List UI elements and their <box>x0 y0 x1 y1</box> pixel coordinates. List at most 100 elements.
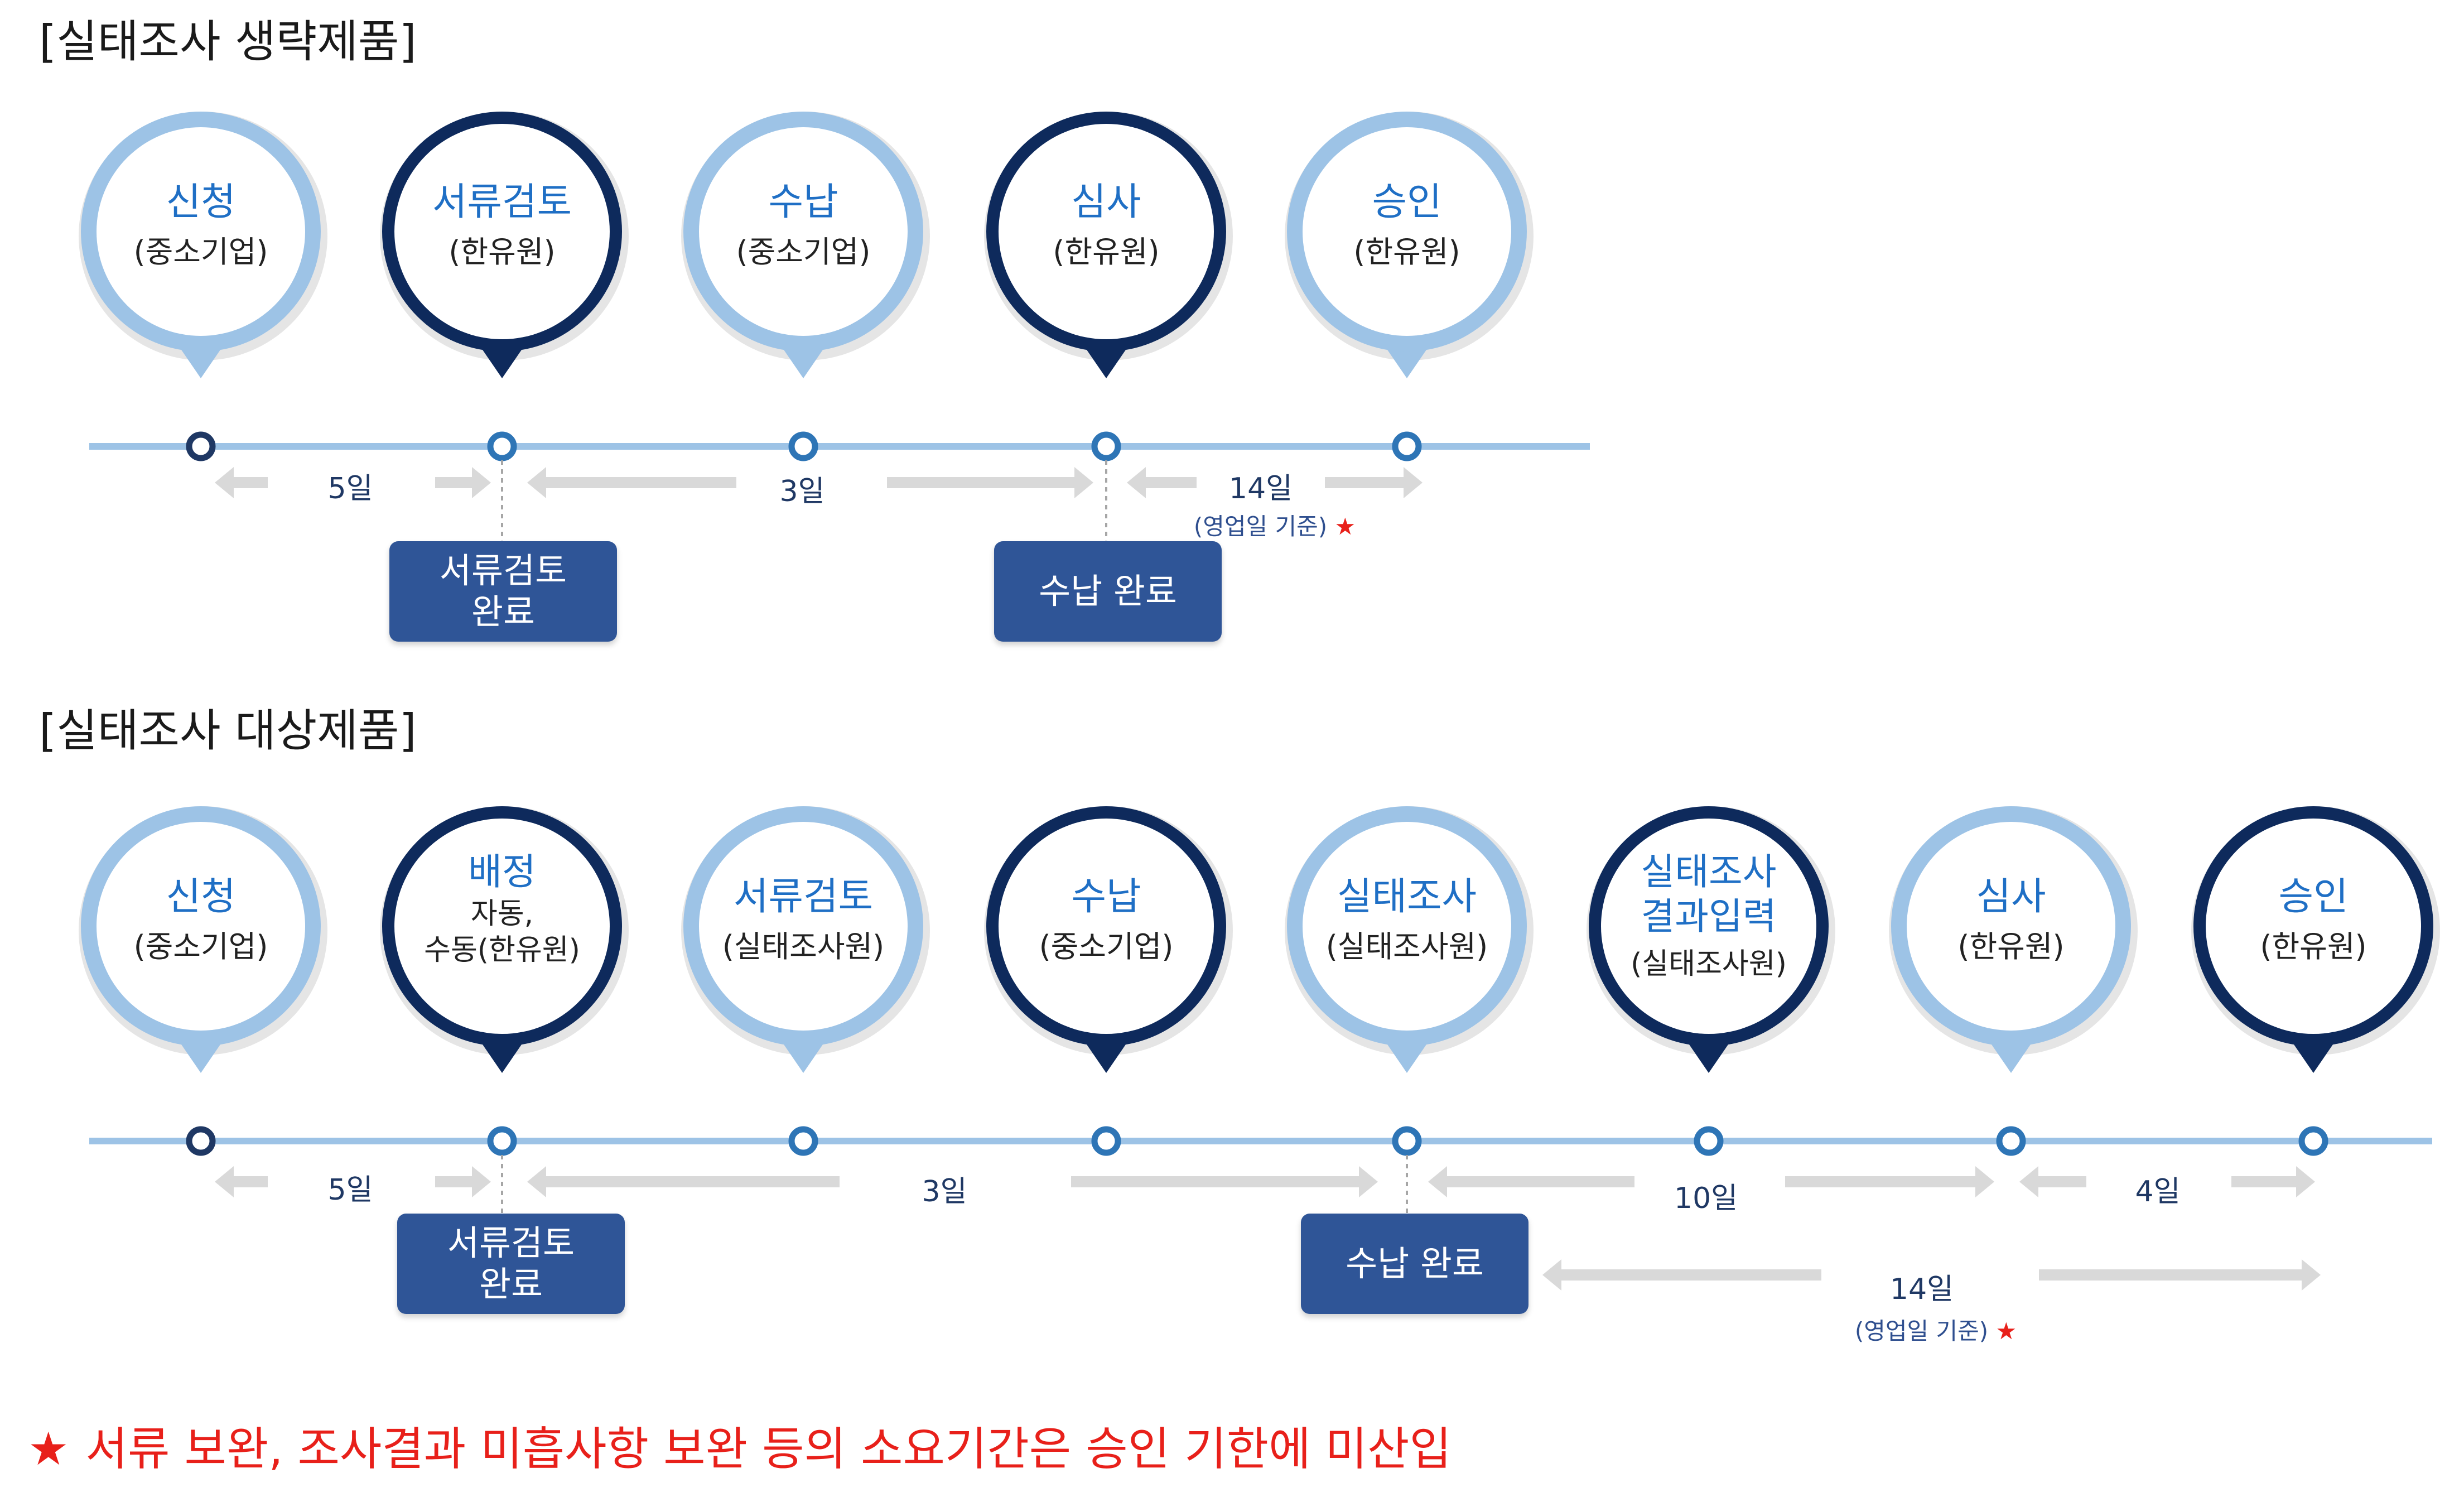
step-pin <box>1285 112 1534 378</box>
timeline-node <box>788 1126 818 1156</box>
duration-label: 3일 <box>779 475 825 508</box>
timeline-node <box>2298 1126 2328 1156</box>
duration-label: 5일 <box>327 1173 373 1207</box>
arrow-head <box>1359 1166 1378 1197</box>
arrow-head <box>2296 1166 2315 1197</box>
step-name: 수납 <box>768 180 838 224</box>
arrow-shaft <box>1142 477 1197 488</box>
step-pin <box>681 112 930 378</box>
duration-arrow-right <box>1071 1166 1378 1197</box>
duration-arrow-left <box>1127 467 1197 498</box>
star-icon: ★ <box>28 1423 69 1476</box>
step-owner: (중소기업) <box>134 234 268 269</box>
duration-label: 4일 <box>2135 1175 2181 1209</box>
arrow-shaft <box>1444 1176 1634 1187</box>
pin-face <box>1601 819 1816 1034</box>
pin-face <box>394 819 610 1034</box>
duration-arrow-right <box>2039 1259 2321 1291</box>
duration-label: 5일 <box>327 472 373 506</box>
step-owner: (한유원) <box>1353 234 1460 269</box>
timeline-node <box>1091 431 1121 461</box>
duration-label: 10일 <box>1674 1182 1738 1215</box>
step-owner: (한유원) <box>1053 234 1159 269</box>
payment-complete-box: 수납 완료 <box>994 541 1222 642</box>
box-line: 완료 <box>471 591 536 632</box>
step-pin <box>681 806 930 1073</box>
arrow-shaft <box>1325 477 1407 488</box>
duration-arrow-left <box>1542 1259 1821 1291</box>
arrow-shaft <box>2035 1176 2086 1187</box>
step-owner: (실태조사원) <box>722 929 885 964</box>
arrow-head <box>1074 467 1093 498</box>
timeline-node <box>186 431 216 461</box>
step-pin <box>984 112 1233 378</box>
timeline-node <box>487 431 517 461</box>
payment-complete-box-2: 수납 완료 <box>1301 1214 1528 1314</box>
arrow-shaft <box>543 1176 840 1187</box>
step-pin <box>1587 806 1835 1073</box>
step-owner: (중소기업) <box>134 929 268 964</box>
arrow-shaft <box>2231 1176 2299 1187</box>
arrow-shaft <box>435 477 475 488</box>
duration-arrow-left <box>2019 1166 2086 1197</box>
pin-face <box>699 822 908 1031</box>
step-owner: 수동(한유원) <box>424 933 580 967</box>
timeline-node <box>487 1126 517 1156</box>
note-text: (영업일 기준) <box>1854 1317 1989 1345</box>
pin-face <box>2206 819 2421 1034</box>
duration-arrow-right <box>435 1166 491 1197</box>
pin-face <box>97 822 305 1031</box>
box-line: 서류검토 <box>447 1222 575 1263</box>
step-pin <box>380 112 629 378</box>
step-owner: (한유원) <box>1957 929 2064 964</box>
timeline-node <box>788 431 818 461</box>
duration-arrow-right <box>435 467 491 498</box>
arrow-shaft <box>1785 1176 1979 1187</box>
timeline-node <box>1996 1126 2026 1156</box>
arrow-head <box>2019 1166 2038 1197</box>
step-name: 승인 <box>2278 875 2348 919</box>
duration-label: 3일 <box>922 1175 967 1209</box>
duration-arrow-left <box>527 467 736 498</box>
timeline-node <box>1392 1126 1422 1156</box>
arrow-head <box>215 467 234 498</box>
arrow-head <box>527 467 546 498</box>
arrow-shaft <box>230 1176 268 1187</box>
note-text: (영업일 기준) <box>1193 513 1328 540</box>
step-name: 실태조사 <box>1641 850 1777 893</box>
pin-face <box>999 819 1214 1034</box>
step-pin <box>380 806 629 1073</box>
arrow-head <box>472 467 491 498</box>
arrow-head <box>215 1166 234 1197</box>
arrow-shaft <box>1071 1176 1362 1187</box>
box-line: 수납 완료 <box>1039 570 1177 612</box>
arrow-head <box>472 1166 491 1197</box>
box-line: 완료 <box>479 1264 543 1305</box>
duration-arrow-left <box>215 467 268 498</box>
step-owner: (중소기업) <box>736 234 871 269</box>
section-title-target: [실태조사 대상제품] <box>39 705 417 757</box>
pin-face <box>1303 127 1511 336</box>
duration-arrow-left <box>527 1166 840 1197</box>
step-pin <box>79 112 327 378</box>
step-pin <box>79 806 327 1073</box>
arrow-head <box>1975 1166 1994 1197</box>
pin-face <box>97 127 305 336</box>
pin-face <box>999 124 1214 339</box>
step-name: 승인 <box>1372 180 1441 224</box>
step-name: 수납 <box>1071 875 1141 919</box>
footnote: ★ 서류 보완, 조사결과 미흡사항 보완 등의 소요기간은 승인 기한에 미산입 <box>28 1412 1452 1478</box>
step-owner: (한유원) <box>449 234 555 269</box>
pin-face <box>1907 822 2115 1031</box>
step-name: 심사 <box>1071 180 1141 224</box>
step-name: 서류검토 <box>734 875 873 919</box>
step-owner: (한유원) <box>2260 929 2366 964</box>
arrow-shaft <box>2039 1269 2305 1281</box>
arrow-head <box>1404 467 1423 498</box>
timeline-node <box>1694 1126 1724 1156</box>
step-pin <box>2191 806 2440 1073</box>
box-line: 서류검토 <box>439 550 567 591</box>
arrow-shaft <box>230 477 268 488</box>
step-pin <box>1285 806 1534 1073</box>
